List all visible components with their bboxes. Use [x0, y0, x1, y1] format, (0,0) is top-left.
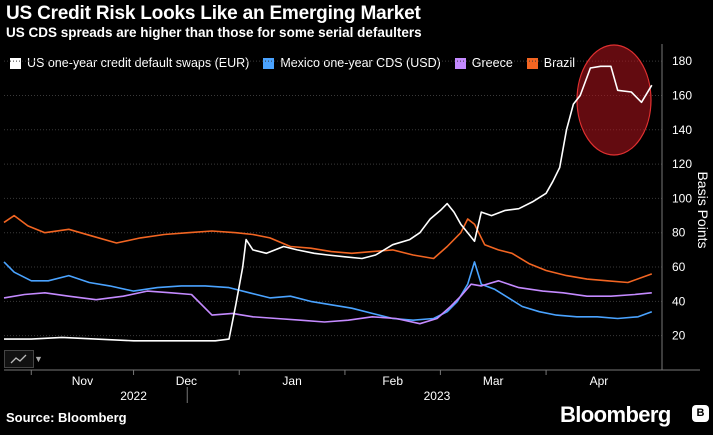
y-axis-title: Basis Points — [695, 171, 711, 248]
legend-label-us: US one-year credit default swaps (EUR) — [27, 56, 250, 70]
x-tick-label: Dec — [176, 374, 197, 388]
series-line-mexico — [3, 261, 653, 322]
year-label: 2022 — [120, 389, 147, 403]
chevron-down-icon[interactable]: ▼ — [34, 354, 43, 364]
x-tick-label: Mar — [483, 374, 504, 388]
chart-subtitle: US CDS spreads are higher than those for… — [6, 25, 422, 40]
x-tick-label: Nov — [72, 374, 93, 388]
source-note: Source: Bloomberg — [6, 410, 127, 425]
series-line-brazil — [3, 214, 653, 284]
chart-legend: US one-year credit default swaps (EUR) M… — [10, 56, 575, 70]
line-chart-icon — [10, 354, 27, 364]
y-tick-label: 80 — [672, 226, 686, 240]
year-label: 2023 — [424, 389, 451, 403]
x-tick-label: Apr — [590, 374, 609, 388]
y-tick-label: 60 — [672, 260, 686, 274]
x-tick-label: Jan — [282, 374, 301, 388]
legend-label-brazil: Brazil — [543, 56, 576, 70]
legend-item-greece[interactable]: Greece — [454, 56, 513, 70]
legend-label-greece: Greece — [471, 56, 513, 70]
y-tick-label: 20 — [672, 329, 686, 343]
legend-swatch-us — [10, 57, 21, 69]
series-line-greece — [3, 279, 652, 325]
y-tick-label: 180 — [672, 54, 692, 68]
x-tick-label: Feb — [382, 374, 403, 388]
legend-item-us[interactable]: US one-year credit default swaps (EUR) — [10, 56, 249, 70]
legend-swatch-brazil — [526, 57, 538, 69]
legend-label-mexico: Mexico one-year CDS (USD) — [280, 56, 441, 70]
bloomberg-mark-icon: B — [692, 405, 709, 422]
y-tick-label: 120 — [672, 157, 692, 171]
series-line-us — [4, 65, 653, 342]
legend-swatch-greece — [454, 57, 466, 69]
chart-title: US Credit Risk Looks Like an Emerging Ma… — [6, 3, 421, 24]
y-tick-label: 100 — [672, 191, 692, 205]
legend-item-mexico[interactable]: Mexico one-year CDS (USD) — [263, 56, 441, 70]
y-tick-label: 160 — [672, 88, 692, 102]
chart-type-button[interactable] — [4, 350, 34, 368]
bloomberg-logo: Bloomberg — [560, 402, 671, 427]
y-tick-label: 40 — [672, 294, 686, 308]
y-tick-label: 140 — [672, 123, 692, 137]
legend-item-brazil[interactable]: Brazil — [526, 56, 576, 70]
legend-swatch-mexico — [263, 57, 275, 69]
